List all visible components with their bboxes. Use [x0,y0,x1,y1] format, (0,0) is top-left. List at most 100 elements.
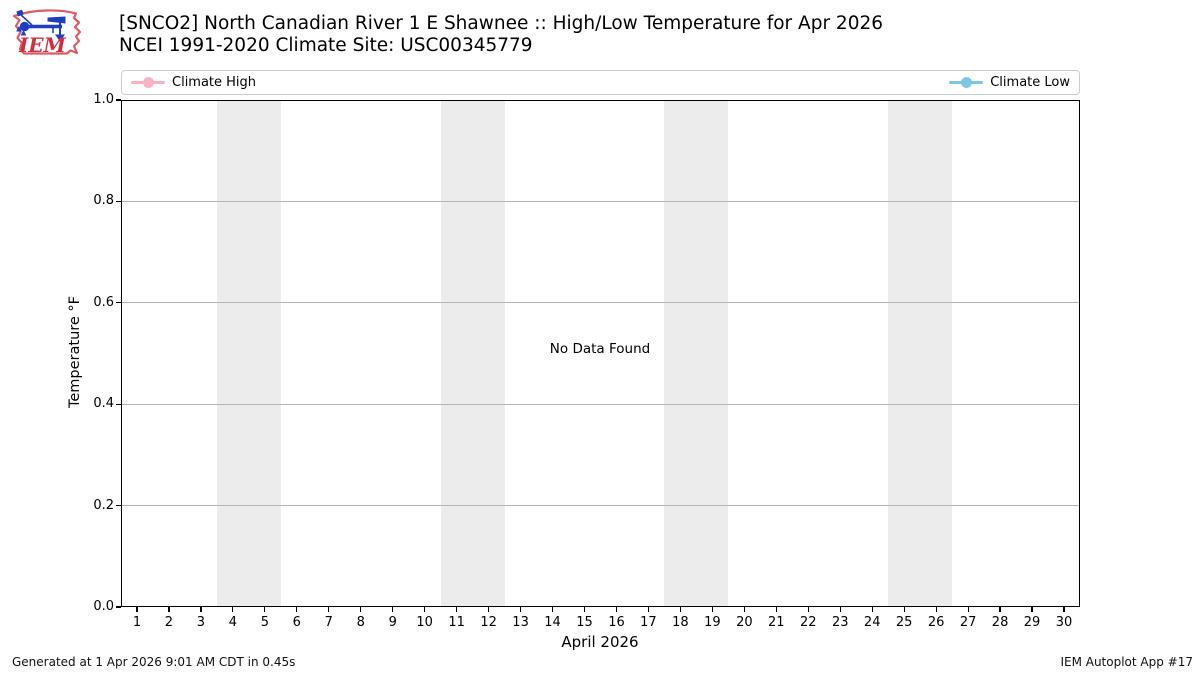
x-tick-label: 4 [228,615,238,630]
x-tick-label: 25 [895,615,913,630]
x-axis-tick [519,607,522,612]
y-axis-tick [116,302,121,304]
x-tick-label: 1 [132,615,142,630]
x-tick-label: 2 [164,615,174,630]
legend-item-climate-high: Climate High [131,75,256,90]
x-tick-label: 14 [544,615,561,630]
x-axis-tick [967,607,969,612]
x-tick-label: 17 [640,615,657,630]
x-tick-label: 28 [991,615,1009,630]
y-gridline [122,403,1079,405]
x-tick-label: 15 [576,615,593,630]
climate-high-line-dot-marker-icon [131,77,165,88]
weather-vane-icon [16,9,66,42]
x-tick-label: 19 [704,615,721,630]
x-axis-tick [711,607,713,612]
y-tick-label: 0.6 [93,294,114,310]
x-tick-label: 18 [672,615,689,630]
x-axis-tick [360,607,362,612]
x-tick-label: 13 [512,615,529,630]
app-credit: IEM Autoplot App #17 [1060,655,1193,669]
x-axis-tick [1031,607,1033,612]
legend-item-climate-low: Climate Low [949,75,1070,90]
legend: Climate High Climate Low [121,70,1080,95]
x-axis-tick [999,607,1001,612]
weekend-shading-band [440,101,505,606]
y-tick-label: 0.4 [93,396,114,412]
x-axis-tick [328,607,330,612]
x-tick-label: 24 [863,615,881,630]
x-tick-label: 29 [1023,615,1041,630]
chart-title: [SNCO2] North Canadian River 1 E Shawnee… [119,13,884,34]
x-tick-label: 20 [736,615,753,630]
x-axis-tick [232,607,234,612]
climate-low-line-dot-marker-icon [949,77,984,88]
y-gridline [122,302,1079,304]
x-tick-label: 3 [196,615,206,630]
x-axis-tick [1063,607,1065,612]
x-axis-tick [551,607,554,612]
x-tick-label: 10 [416,615,433,630]
x-axis-tick [296,607,298,612]
x-axis-tick [903,607,905,612]
x-tick-label: 6 [292,615,301,630]
y-tick-label: 0.8 [93,193,114,209]
plot-border [121,100,1080,607]
x-tick-label: 23 [831,615,849,630]
no-data-annotation: No Data Found [549,341,651,357]
y-gridline [122,200,1079,202]
legend-label-climate-low: Climate Low [990,75,1070,90]
x-tick-label: 22 [800,615,817,630]
x-axis-tick [743,607,745,612]
x-axis-tick [775,607,777,612]
y-axis-tick [116,505,121,507]
iem-logo-text: IEM [18,33,67,57]
x-axis-tick [136,607,138,612]
legend-label-climate-high: Climate High [172,75,257,90]
weekend-shading-band [888,101,953,606]
x-axis-tick [488,607,490,612]
x-axis-label: April 2026 [561,633,639,651]
x-axis-tick [935,607,937,612]
x-axis-tick [839,607,841,612]
x-axis-tick [583,607,586,612]
y-axis-tick [116,200,121,202]
y-tick-label: 0.2 [93,497,114,513]
x-tick-label: 16 [608,615,625,630]
x-axis-tick [807,607,809,612]
y-tick-label: 1.0 [93,92,114,107]
x-axis-tick [615,607,618,612]
y-tick-label: 0.0 [93,599,114,614]
iem-logo: IEM [12,9,82,57]
x-axis-tick [456,607,458,612]
y-axis-tick [116,403,121,405]
y-axis-label: Temperature °F [67,295,83,409]
generated-timestamp: Generated at 1 Apr 2026 9:01 AM CDT in 0… [12,655,296,669]
x-tick-label: 5 [260,615,269,630]
x-tick-label: 7 [324,615,333,630]
x-tick-label: 8 [356,615,365,630]
y-axis-tick [116,99,121,101]
x-tick-label: 30 [1055,615,1073,630]
y-axis-tick [116,606,121,608]
chart-title-block: [SNCO2] North Canadian River 1 E Shawnee… [119,13,883,57]
x-tick-label: 21 [768,615,785,630]
x-tick-label: 9 [388,615,397,630]
x-tick-label: 11 [448,615,465,630]
x-axis-tick [871,607,873,612]
x-tick-label: 26 [927,615,945,630]
weekend-shading-band [216,101,281,606]
x-axis-tick [392,607,394,612]
x-axis-tick [168,607,170,612]
chart-subtitle: NCEI 1991-2020 Climate Site: USC00345779 [119,35,533,56]
x-axis-tick [679,607,681,612]
x-axis-tick [264,607,266,612]
x-tick-label: 12 [480,615,497,630]
y-gridline [122,505,1079,507]
x-axis-tick [424,607,426,612]
x-tick-label: 27 [959,615,977,630]
x-axis-tick [647,607,650,612]
x-axis-tick [200,607,202,612]
